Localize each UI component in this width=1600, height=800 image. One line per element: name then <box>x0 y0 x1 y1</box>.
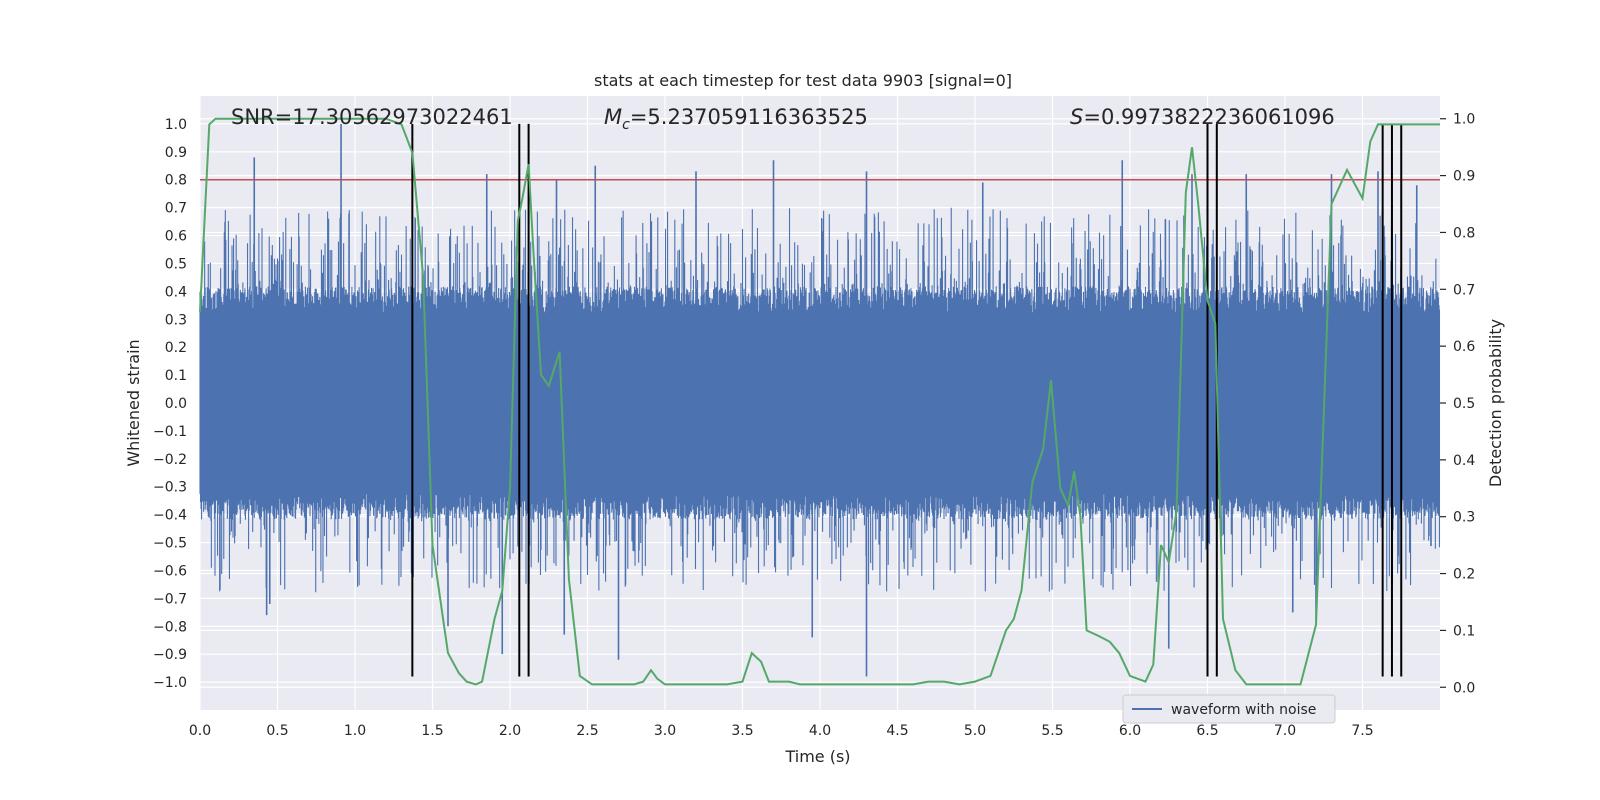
y-tick-label: −0.5 <box>153 536 187 552</box>
y-right-tick-label: 0.8 <box>1453 225 1475 241</box>
x-tick-label: 6.5 <box>1196 723 1218 739</box>
y-axis-label: Whitened strain <box>124 339 143 466</box>
y-right-tick-label: 0.5 <box>1453 396 1475 412</box>
y-tick-label: −0.3 <box>153 480 187 496</box>
y-tick-label: 0.9 <box>165 145 187 161</box>
y-tick-label: 0.0 <box>165 396 187 412</box>
detection-probability-series <box>199 117 1440 686</box>
y-tick-label: −0.7 <box>153 591 187 607</box>
mc-symbol: M <box>604 105 622 129</box>
x-tick-label: 4.0 <box>809 723 831 739</box>
y-right-tick-label: 0.4 <box>1453 453 1475 469</box>
mc-subscript: c <box>622 117 630 133</box>
y-tick-label: −0.8 <box>153 619 187 635</box>
x-tick-label: 4.5 <box>886 723 908 739</box>
y-tick-label: −0.1 <box>153 424 187 440</box>
x-tick-label: 3.5 <box>731 723 753 739</box>
y-tick-label: 0.1 <box>165 368 187 384</box>
s-annotation: S=0.9973822236061096 <box>1070 105 1335 129</box>
x-tick-label: 7.0 <box>1274 723 1296 739</box>
mc-annotation: Mc=5.237059116363525 <box>604 105 868 133</box>
y-tick-label: 1.0 <box>165 117 187 133</box>
y-tick-label: 0.8 <box>165 173 187 189</box>
probability-line <box>199 117 1440 686</box>
s-symbol: S <box>1070 105 1083 129</box>
y-tick-label: 0.5 <box>165 256 187 272</box>
x-tick-label: 1.5 <box>421 723 443 739</box>
y-right-tick-label: 0.2 <box>1453 567 1475 583</box>
y-tick-label: −0.2 <box>153 452 187 468</box>
x-tick-label: 7.5 <box>1351 723 1373 739</box>
y-tick-label: −0.6 <box>153 563 187 579</box>
x-tick-label: 1.0 <box>344 723 366 739</box>
y-axis-ticks: 1.0 0.9 0.8 0.7 0.6 0.5 0.4 0.3 0.2 0.1 0.0 −0.1 −0.… <box>153 117 187 691</box>
y-right-axis-label: Detection probability <box>1486 319 1505 487</box>
y-right-axis-ticks: 1.0 0.9 0.8 0.7 0.6 0.5 0.4 0.3 0.2 0.1 0.0 <box>1440 112 1475 696</box>
x-tick-label: 2.0 <box>499 723 521 739</box>
waveform-core <box>200 339 1440 467</box>
x-tick-label: 5.5 <box>1041 723 1063 739</box>
trigger-markers <box>411 123 1403 677</box>
y-tick-label: −0.9 <box>153 647 187 663</box>
x-tick-label: 2.5 <box>576 723 598 739</box>
mc-value: =5.237059116363525 <box>630 105 868 129</box>
x-axis-ticks: 0.0 0.5 1.0 1.5 2.0 2.5 3.0 3.5 4.0 4.5 5.0 5.5 6.0 6… <box>189 723 1374 739</box>
y-right-tick-label: 0.0 <box>1453 680 1475 696</box>
y-tick-label: −0.4 <box>153 508 187 524</box>
y-tick-label: 0.4 <box>165 284 187 300</box>
x-tick-label: 0.0 <box>189 723 211 739</box>
y-right-tick-label: 0.1 <box>1453 623 1475 639</box>
waveform-series <box>199 123 1441 677</box>
y-right-tick-label: 0.9 <box>1453 169 1475 185</box>
legend: waveform with noise <box>1122 694 1336 724</box>
x-tick-label: 3.0 <box>654 723 676 739</box>
y-tick-label: 0.7 <box>165 201 187 217</box>
y-tick-label: 0.2 <box>165 340 187 356</box>
legend-entry: waveform with noise <box>1171 702 1316 718</box>
y-right-tick-label: 0.6 <box>1453 339 1475 355</box>
chart-title: stats at each timestep for test data 990… <box>594 71 1012 90</box>
x-axis-label: Time (s) <box>784 747 850 766</box>
x-tick-label: 0.5 <box>266 723 288 739</box>
legend-box <box>1122 694 1336 724</box>
x-tick-label: 5.0 <box>964 723 986 739</box>
y-tick-label: −1.0 <box>153 675 187 691</box>
y-tick-label: 0.6 <box>165 229 187 245</box>
snr-annotation: SNR=17.30562973022461 <box>231 105 513 129</box>
s-value: =0.9973822236061096 <box>1083 105 1334 129</box>
x-tick-label: 6.0 <box>1119 723 1141 739</box>
y-right-tick-label: 1.0 <box>1453 112 1475 128</box>
y-tick-label: 0.3 <box>165 312 187 328</box>
y-right-tick-label: 0.3 <box>1453 510 1475 526</box>
y-right-tick-label: 0.7 <box>1453 282 1475 298</box>
